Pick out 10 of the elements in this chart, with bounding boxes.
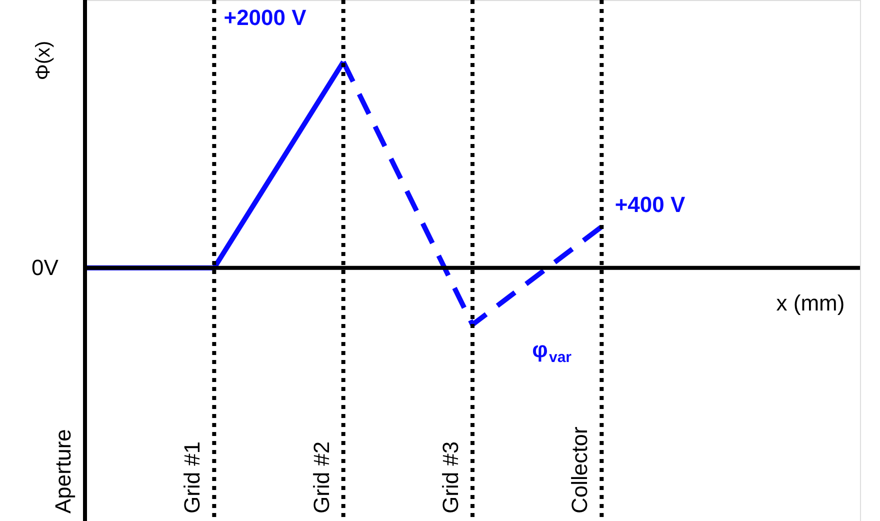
text: +2000 V <box>224 5 307 30</box>
x-tick-label: Collector <box>567 426 592 514</box>
x-tick-label: Grid #2 <box>308 441 334 514</box>
y-axis-title: Φ(x) <box>32 40 54 80</box>
x-tick-label: Grid #3 <box>438 441 463 514</box>
annotation: +400 V <box>614 192 686 217</box>
x-tick-label: Aperture <box>50 429 76 514</box>
text: 0V <box>32 255 59 280</box>
x-axis-title: x (mm) <box>776 290 845 316</box>
x-tick-label: Grid #1 <box>180 441 205 514</box>
